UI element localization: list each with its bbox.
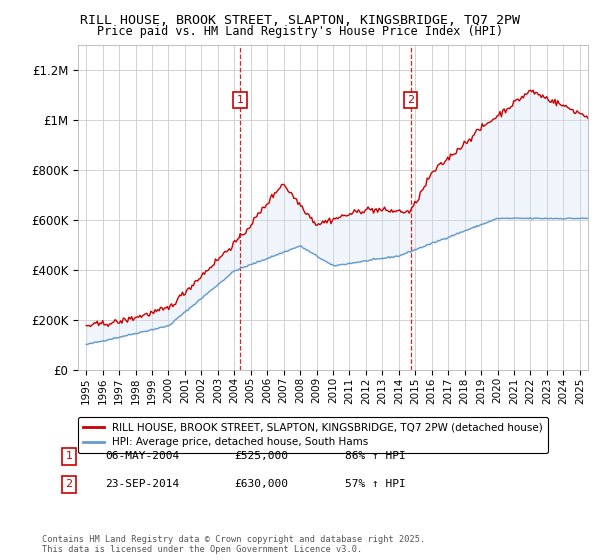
Text: 2: 2: [65, 479, 73, 489]
Text: Price paid vs. HM Land Registry's House Price Index (HPI): Price paid vs. HM Land Registry's House …: [97, 25, 503, 38]
Text: 1: 1: [65, 451, 73, 461]
Text: £525,000: £525,000: [234, 451, 288, 461]
Text: RILL HOUSE, BROOK STREET, SLAPTON, KINGSBRIDGE, TQ7 2PW: RILL HOUSE, BROOK STREET, SLAPTON, KINGS…: [80, 14, 520, 27]
Legend: RILL HOUSE, BROOK STREET, SLAPTON, KINGSBRIDGE, TQ7 2PW (detached house), HPI: A: RILL HOUSE, BROOK STREET, SLAPTON, KINGS…: [78, 417, 548, 452]
Text: 23-SEP-2014: 23-SEP-2014: [105, 479, 179, 489]
Text: £630,000: £630,000: [234, 479, 288, 489]
Text: Contains HM Land Registry data © Crown copyright and database right 2025.
This d: Contains HM Land Registry data © Crown c…: [42, 535, 425, 554]
Text: 1: 1: [236, 95, 244, 105]
Text: 2: 2: [407, 95, 414, 105]
Text: 86% ↑ HPI: 86% ↑ HPI: [345, 451, 406, 461]
Text: 57% ↑ HPI: 57% ↑ HPI: [345, 479, 406, 489]
Text: 06-MAY-2004: 06-MAY-2004: [105, 451, 179, 461]
